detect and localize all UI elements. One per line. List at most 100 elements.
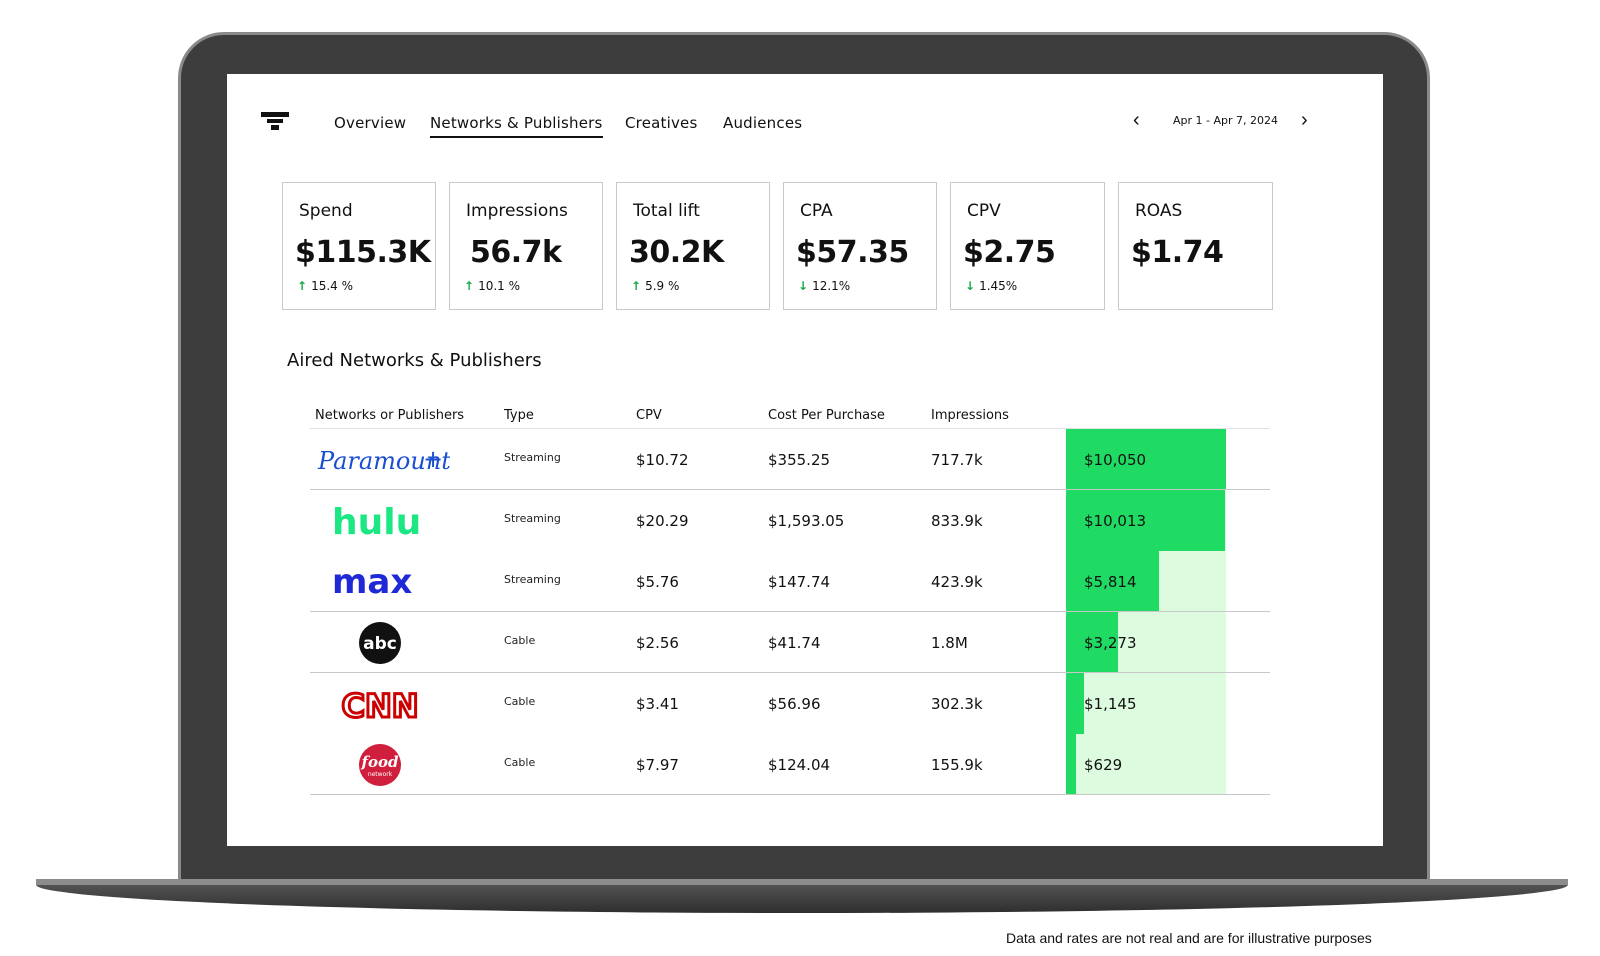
svg-text:max: max (332, 562, 412, 602)
impressions-cell: 1.8M (931, 634, 968, 652)
cnn-logo: CNN (310, 673, 450, 734)
column-header-type[interactable]: Type (504, 408, 534, 423)
tab-overview[interactable]: Overview (334, 114, 407, 132)
kpi-label: ROAS (1135, 201, 1183, 221)
table-row[interactable]: Paramount + Streaming $10.72 $355.25 717… (310, 429, 1270, 490)
chevron-right-icon[interactable]: › (1301, 109, 1308, 131)
kpi-card-impressions: Impressions 56.7k ↑ 10.1 % (449, 182, 603, 310)
kpi-delta: ↓ 1.45% (965, 279, 1018, 293)
cpv-cell: $5.76 (636, 573, 679, 591)
laptop-screen: Overview Networks & Publishers Creatives… (227, 74, 1383, 846)
impressions-cell: 833.9k (931, 512, 983, 530)
cpp-cell: $56.96 (768, 695, 821, 713)
arrow-down-icon: ↓ (798, 279, 809, 293)
kpi-label: CPA (800, 201, 833, 221)
cpv-cell: $2.56 (636, 634, 679, 652)
cpp-cell: $147.74 (768, 573, 831, 591)
kpi-delta: ↓ 12.1% (798, 279, 851, 293)
impressions-cell: 155.9k (931, 756, 983, 774)
kpi-card-cpa: CPA $57.35 ↓ 12.1% (783, 182, 937, 310)
type-cell: Streaming (504, 512, 561, 525)
table-row[interactable]: food network Cable $7.97 $124.04 155.9k … (310, 734, 1270, 795)
table-row[interactable]: hulu Streaming $20.29 $1,593.05 833.9k $… (310, 490, 1270, 551)
cpv-cell: $10.72 (636, 451, 689, 469)
type-cell: Cable (504, 634, 536, 647)
paramount-plus-logo: Paramount + (310, 429, 451, 490)
type-cell: Cable (504, 695, 536, 708)
spend-value: $629 (1084, 756, 1123, 774)
section-title: Aired Networks & Publishers (287, 350, 542, 371)
spend-bar-fill (1066, 734, 1076, 795)
cpp-cell: $355.25 (768, 451, 831, 469)
laptop-base-highlight (36, 879, 1568, 885)
max-logo: max (310, 551, 450, 612)
spend-value: $1,145 (1084, 695, 1137, 713)
spend-value: $10,013 (1084, 512, 1147, 530)
svg-text:+: + (423, 445, 443, 473)
svg-text:Paramount: Paramount (317, 447, 450, 475)
kpi-value: $115.3K (295, 235, 431, 270)
type-cell: Streaming (504, 451, 561, 464)
cpv-cell: $3.41 (636, 695, 679, 713)
spend-bar-track (1066, 734, 1226, 795)
type-cell: Streaming (504, 573, 561, 586)
kpi-card-roas: ROAS $1.74 (1118, 182, 1273, 310)
cpv-cell: $7.97 (636, 756, 679, 774)
hulu-logo: hulu (310, 490, 450, 551)
spend-bar-track (1066, 673, 1226, 734)
table-row[interactable]: abc Cable $2.56 $41.74 1.8M $3,273 (310, 612, 1270, 673)
top-nav: Overview Networks & Publishers Creatives… (227, 74, 1383, 154)
food-network-logo: food network (310, 734, 450, 795)
kpi-label: Spend (299, 201, 353, 221)
impressions-cell: 717.7k (931, 451, 983, 469)
spend-value: $3,273 (1084, 634, 1137, 652)
table-row[interactable]: CNN Cable $3.41 $56.96 302.3k $1,145 (310, 673, 1270, 734)
kpi-value: $1.74 (1131, 235, 1224, 270)
tab-audiences[interactable]: Audiences (723, 114, 803, 132)
arrow-up-icon: ↑ (631, 279, 642, 293)
spend-bar-fill (1066, 490, 1225, 551)
spend-bar-fill (1066, 612, 1118, 673)
cpp-cell: $1,593.05 (768, 512, 845, 530)
impressions-cell: 423.9k (931, 573, 983, 591)
spend-bar-fill (1066, 429, 1226, 490)
date-range-nav: ‹ Apr 1 - Apr 7, 2024 › (1133, 110, 1323, 130)
arrow-down-icon: ↓ (965, 279, 976, 293)
column-header-cpv[interactable]: CPV (636, 408, 662, 423)
chevron-left-icon[interactable]: ‹ (1133, 109, 1140, 131)
svg-text:food: food (361, 753, 399, 771)
disclaimer: Data and rates are not real and are for … (1006, 930, 1372, 946)
kpi-value: 30.2K (629, 235, 724, 270)
column-header-cost-per-purchase[interactable]: Cost Per Purchase (768, 408, 885, 423)
kpi-label: Total lift (633, 201, 700, 221)
arrow-up-icon: ↑ (297, 279, 308, 293)
spend-value: $10,050 (1084, 451, 1147, 469)
kpi-value: $2.75 (963, 235, 1056, 270)
spend-bar-fill (1066, 551, 1159, 612)
svg-text:CNN: CNN (341, 687, 418, 725)
spend-value: $5,814 (1084, 573, 1137, 591)
impressions-cell: 302.3k (931, 695, 983, 713)
kpi-card-cpv: CPV $2.75 ↓ 1.45% (950, 182, 1105, 310)
kpi-label: Impressions (466, 201, 568, 221)
kpi-value: $57.35 (796, 235, 909, 270)
column-header-impressions[interactable]: Impressions (931, 408, 1009, 423)
table-row[interactable]: max Streaming $5.76 $147.74 423.9k $5,81… (310, 551, 1270, 612)
type-cell: Cable (504, 756, 536, 769)
svg-text:hulu: hulu (332, 502, 421, 543)
table-header-divider (310, 428, 1270, 429)
cpp-cell: $124.04 (768, 756, 831, 774)
kpi-card-total-lift: Total lift 30.2K ↑ 5.9 % (616, 182, 770, 310)
brand-logo[interactable] (261, 112, 289, 130)
kpi-delta: ↑ 5.9 % (631, 279, 680, 293)
kpi-delta: ↑ 15.4 % (297, 279, 353, 293)
kpi-card-spend: Spend $115.3K ↑ 15.4 % (282, 182, 436, 310)
tab-networks-publishers[interactable]: Networks & Publishers (430, 114, 603, 138)
column-header-network[interactable]: Networks or Publishers (315, 408, 465, 423)
abc-logo: abc (310, 612, 450, 673)
arrow-up-icon: ↑ (464, 279, 475, 293)
spend-bar-fill (1066, 673, 1084, 734)
cpv-cell: $20.29 (636, 512, 689, 530)
svg-text:network: network (368, 771, 393, 778)
tab-creatives[interactable]: Creatives (625, 114, 698, 132)
